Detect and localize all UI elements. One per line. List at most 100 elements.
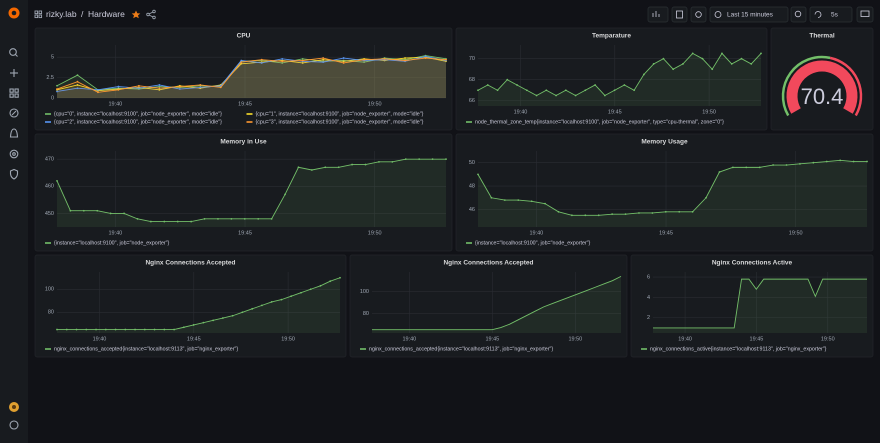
data-point <box>760 52 762 55</box>
data-point <box>517 199 520 202</box>
panel <box>34 133 453 252</box>
explore-icon[interactable] <box>9 108 19 118</box>
data-point <box>260 58 263 61</box>
data-point <box>544 202 546 205</box>
x-tick-label: 19:45 <box>187 336 201 342</box>
series-area <box>57 57 446 98</box>
data-point <box>730 63 733 65</box>
org-name[interactable]: rizky.lab <box>46 9 77 19</box>
zoom-out-button[interactable] <box>790 6 807 23</box>
add-panel-button[interactable] <box>647 6 669 23</box>
y-tick-label: 6 <box>647 275 650 281</box>
data-point <box>633 89 636 92</box>
save-icon <box>676 10 683 19</box>
data-point <box>69 209 72 212</box>
legend-label: {cpu="0", instance="localhost:9100", job… <box>54 111 222 117</box>
series-area <box>57 277 340 333</box>
data-point <box>525 89 528 92</box>
gauge-arc <box>786 60 858 114</box>
legend-swatch <box>246 121 253 123</box>
data-point <box>56 328 58 331</box>
data-point <box>772 164 775 166</box>
data-point <box>149 220 152 223</box>
data-point <box>243 217 246 220</box>
time-picker[interactable] <box>709 6 789 23</box>
y-tick-label: 80 <box>363 311 369 317</box>
legend-swatch <box>45 113 51 115</box>
data-point <box>351 163 354 166</box>
data-point <box>678 210 681 213</box>
data-point <box>623 84 626 86</box>
data-point <box>342 60 345 63</box>
dashboards-icon[interactable] <box>9 88 19 98</box>
data-point <box>750 63 753 65</box>
data-point <box>342 57 345 59</box>
data-point <box>82 209 85 212</box>
data-point <box>570 214 573 217</box>
refresh-icon <box>814 11 822 18</box>
y-tick-label: 48 <box>469 184 475 190</box>
x-tick-label: 19:40 <box>514 109 528 115</box>
series-line <box>56 158 446 223</box>
grafana-logo[interactable] <box>8 7 20 19</box>
data-point <box>424 55 427 58</box>
data-point <box>740 57 743 60</box>
dashboard-name[interactable]: Hardware <box>88 9 125 19</box>
data-point <box>134 328 136 331</box>
data-point <box>731 166 734 169</box>
y-tick-label: 2.5 <box>46 75 54 81</box>
data-point <box>300 291 302 294</box>
data-point <box>104 328 107 331</box>
data-point <box>76 87 79 90</box>
data-point <box>638 212 640 214</box>
y-tick-label: 450 <box>45 211 54 217</box>
search-icon[interactable] <box>9 48 18 57</box>
legend-label: {cpu="3", instance="localhost:9100", job… <box>256 119 424 125</box>
series-line <box>477 159 867 216</box>
gauge-value: 70.4 <box>801 84 844 109</box>
data-point <box>574 94 577 97</box>
tv-mode-button[interactable] <box>856 6 874 23</box>
data-point <box>530 200 533 203</box>
data-point <box>270 301 273 303</box>
create-icon[interactable] <box>10 69 18 77</box>
data-point <box>270 217 273 220</box>
y-tick-label: 460 <box>45 184 54 190</box>
data-point <box>652 63 655 65</box>
share-icon[interactable] <box>146 9 156 20</box>
legend-swatch <box>45 242 51 244</box>
data-point <box>477 173 479 176</box>
alerting-icon[interactable] <box>9 128 19 138</box>
save-button[interactable] <box>671 6 688 23</box>
data-point <box>219 86 222 89</box>
series-line <box>653 278 867 329</box>
star-icon[interactable] <box>131 10 141 19</box>
time-range-label: Last 15 minutes <box>727 12 774 19</box>
avatar[interactable] <box>9 402 19 412</box>
data-point <box>178 88 181 90</box>
grid-icon <box>34 10 43 19</box>
legend-label: {cpu="1", instance="localhost:9100", job… <box>256 111 424 117</box>
data-point <box>280 298 283 301</box>
data-point <box>329 280 332 283</box>
help-icon[interactable] <box>9 420 19 430</box>
config-icon[interactable] <box>9 149 19 159</box>
data-point <box>173 328 176 331</box>
settings-button[interactable] <box>690 6 707 23</box>
tv-icon <box>860 10 870 17</box>
data-point <box>158 88 161 91</box>
data-point <box>217 217 219 220</box>
legend-label: nginx_connections_accepted{instance="loc… <box>54 346 238 352</box>
shield-icon[interactable] <box>9 168 19 180</box>
legend-label: {instance="localhost:9100", job="node_ex… <box>54 240 170 246</box>
panel <box>630 254 874 358</box>
refresh-picker[interactable] <box>809 6 853 23</box>
series-line <box>56 55 447 92</box>
clock-icon <box>714 11 722 18</box>
x-tick-label: 19:40 <box>108 230 122 236</box>
y-tick-label: 70 <box>469 56 475 62</box>
data-point <box>76 74 79 77</box>
data-point <box>301 57 304 60</box>
data-point <box>203 217 206 220</box>
data-point <box>624 213 627 216</box>
